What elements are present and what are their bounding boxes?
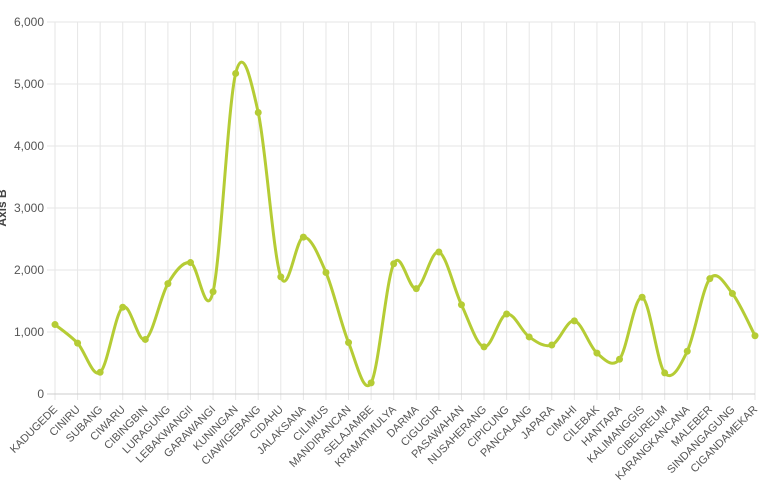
data-point[interactable] xyxy=(548,341,556,349)
data-point[interactable] xyxy=(525,333,533,341)
data-point[interactable] xyxy=(74,339,82,347)
data-point[interactable] xyxy=(435,248,443,256)
data-point[interactable] xyxy=(593,349,601,357)
data-point[interactable] xyxy=(638,293,646,301)
data-point[interactable] xyxy=(119,303,127,311)
data-point[interactable] xyxy=(706,275,714,283)
data-point[interactable] xyxy=(322,268,330,276)
y-tick-label: 0 xyxy=(37,387,44,401)
data-point[interactable] xyxy=(683,347,691,355)
grid xyxy=(47,21,756,400)
data-point[interactable] xyxy=(299,233,307,241)
data-point[interactable] xyxy=(209,288,217,296)
series-line xyxy=(54,60,757,388)
series-layer xyxy=(51,60,759,388)
data-point[interactable] xyxy=(345,339,353,347)
y-tick-label: 4,000 xyxy=(14,139,44,153)
y-axis-ticks: 0 1,000 2,000 3,000 4,000 5,000 6,000 xyxy=(14,15,44,401)
data-point[interactable] xyxy=(254,109,262,117)
data-point[interactable] xyxy=(277,273,285,281)
y-tick-label: 6,000 xyxy=(14,15,44,29)
data-point[interactable] xyxy=(728,290,736,298)
data-point[interactable] xyxy=(96,368,104,376)
y-axis-label: Axis B xyxy=(0,189,9,227)
data-point[interactable] xyxy=(570,317,578,325)
data-point[interactable] xyxy=(503,310,511,318)
data-point[interactable] xyxy=(457,301,465,309)
data-point[interactable] xyxy=(141,335,149,343)
data-point[interactable] xyxy=(232,69,240,77)
y-tick-label: 2,000 xyxy=(14,263,44,277)
data-point[interactable] xyxy=(661,369,669,377)
data-point[interactable] xyxy=(390,260,398,268)
data-point[interactable] xyxy=(367,379,375,387)
y-tick-label: 1,000 xyxy=(14,325,44,339)
y-tick-label: 3,000 xyxy=(14,201,44,215)
data-point[interactable] xyxy=(480,343,488,351)
data-point[interactable] xyxy=(51,321,59,329)
data-point[interactable] xyxy=(164,280,172,288)
data-point[interactable] xyxy=(412,285,420,293)
data-point[interactable] xyxy=(616,355,624,363)
data-point[interactable] xyxy=(186,259,194,267)
y-tick-label: 5,000 xyxy=(14,77,44,91)
x-axis-ticks: KADUGEDECINIRUSUBANGCIWARUCIBINGBINLURAG… xyxy=(8,403,760,482)
data-point[interactable] xyxy=(751,332,759,340)
